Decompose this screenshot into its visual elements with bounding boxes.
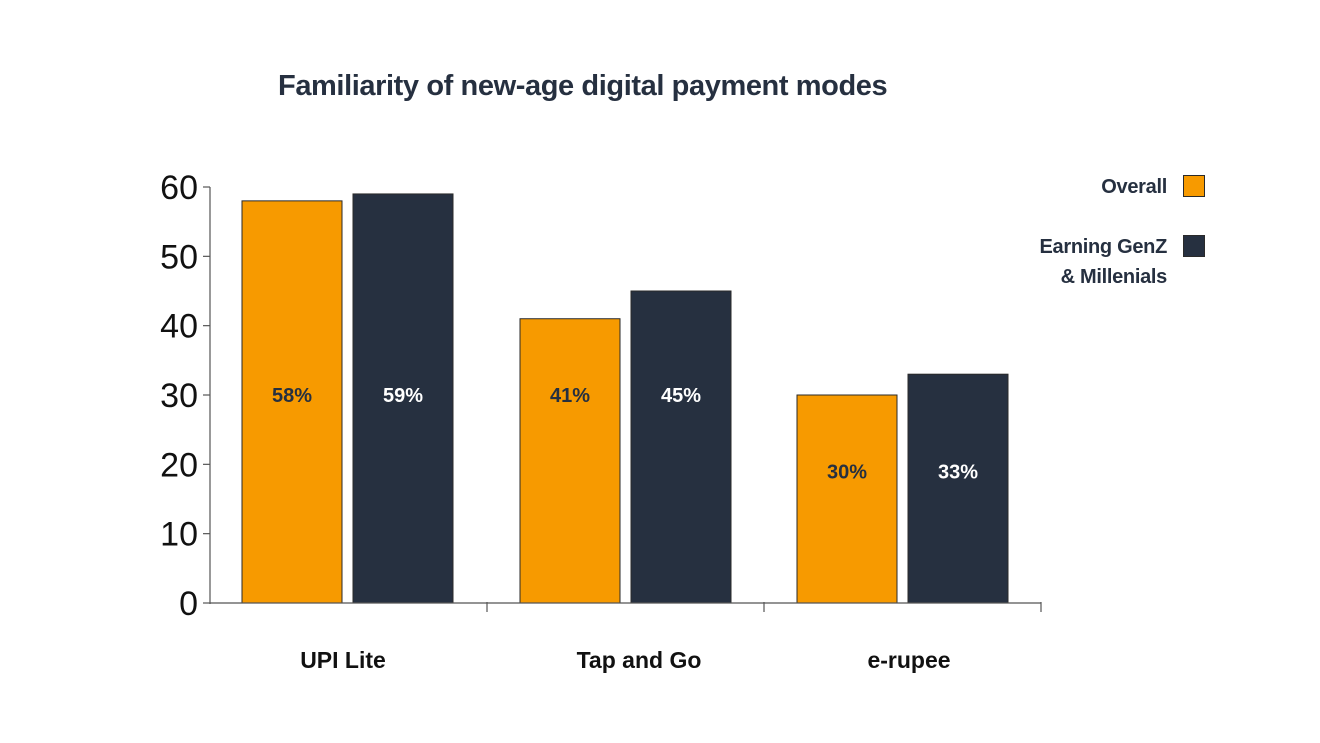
y-tick-label-10: 10 [160,516,198,554]
x-tick-label-upi-lite: UPI Lite [300,647,386,673]
bar-upi-lite-series-0 [241,200,343,604]
y-tick-label-60: 60 [160,169,198,207]
legend-label-overall: Overall [1101,176,1167,198]
y-tick-label-30: 30 [160,377,198,415]
legend-swatch-overall [1183,175,1205,197]
legend: Overall Earning GenZ & Millenials [965,172,1205,322]
bar-tap-and-go-series-0 [519,318,621,604]
legend-item-genz-millenials: Earning GenZ & Millenials [965,232,1205,292]
data-label-e-rupee-series-1: 33% [938,461,978,483]
bar-e-rupee-series-1 [907,373,1009,604]
y-tick-label-0: 0 [179,585,198,623]
x-tick-label-tap-and-go: Tap and Go [577,647,702,673]
y-tick-label-50: 50 [160,238,198,276]
data-label-e-rupee-series-0: 30% [827,461,867,483]
legend-label-genz-millenials: Earning GenZ & Millenials [1039,236,1167,288]
data-label-tap-and-go-series-0: 41% [550,385,590,407]
x-tick-label-e-rupee: e-rupee [867,647,950,673]
bar-e-rupee-series-0 [796,394,898,604]
data-label-upi-lite-series-1: 59% [383,385,423,407]
data-label-upi-lite-series-0: 58% [272,385,312,407]
data-label-tap-and-go-series-1: 45% [661,385,701,407]
y-tick-label-20: 20 [160,446,198,484]
legend-swatch-genz-millenials [1183,235,1205,257]
y-tick-label-40: 40 [160,308,198,346]
bar-upi-lite-series-1 [352,193,454,604]
legend-item-overall: Overall [965,172,1205,202]
chart-title: Familiarity of new-age digital payment m… [278,70,888,102]
bar-tap-and-go-series-1 [630,290,732,604]
